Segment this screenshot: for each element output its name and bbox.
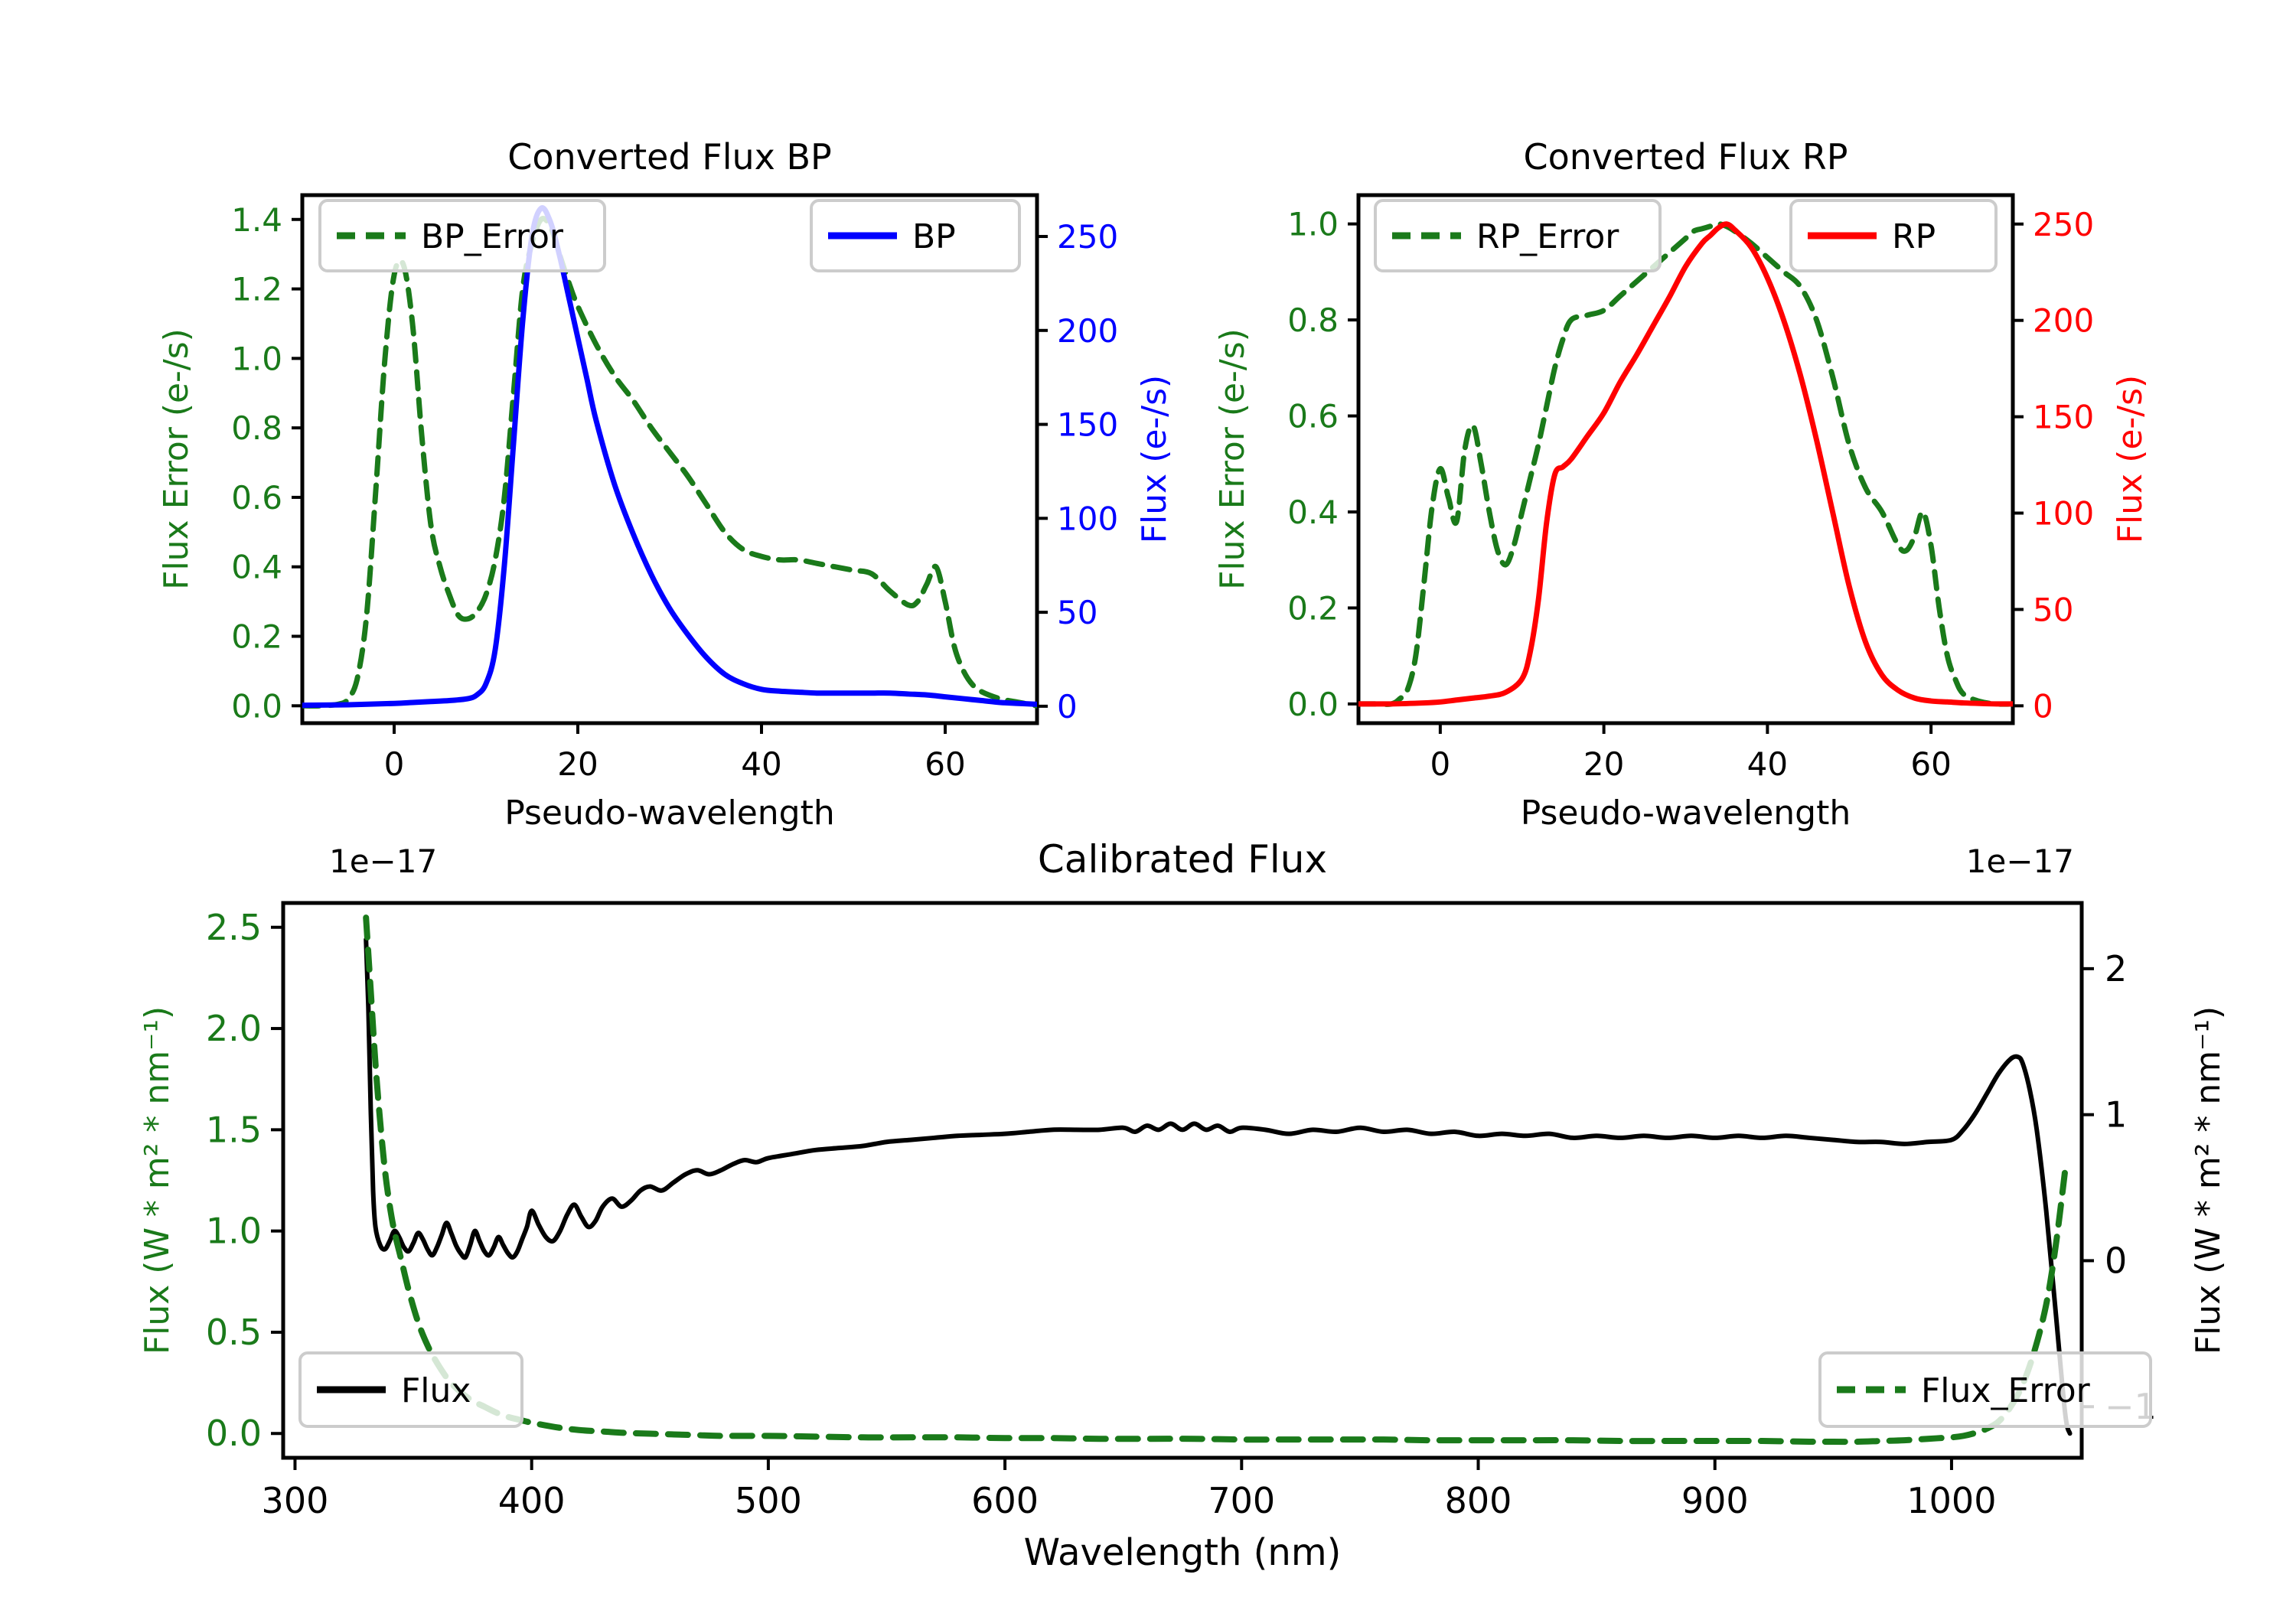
bp-series-bp	[302, 205, 1037, 709]
cal-ytick-right-label: 0	[2105, 1240, 2127, 1281]
rp-series-rp	[1358, 221, 2013, 707]
rp-xtick-label: 0	[1430, 745, 1451, 783]
rp-ytick-left-label: 0.8	[1287, 302, 1339, 339]
bp-legend-flux-box	[810, 199, 1021, 272]
cal-offset-left: 1e−17	[329, 843, 437, 880]
bp-xtick-label: 20	[557, 745, 598, 783]
bp-ytick-left-label: 1.4	[231, 201, 282, 239]
rp-ylabel-left: Flux Error (e-/s)	[1213, 328, 1252, 590]
cal-ytick-left-label: 0.0	[206, 1413, 262, 1454]
cal-xtick-label: 800	[1445, 1480, 1512, 1521]
bp-xtick-label: 60	[925, 745, 965, 783]
cal-xtick-label: 1000	[1906, 1480, 1996, 1521]
rp-ytick-right-label: 100	[2033, 495, 2094, 533]
cal-ytick-left-label: 1.5	[206, 1109, 262, 1150]
cal-ytick-left-label: 0.5	[206, 1312, 262, 1353]
rp-axes-frame	[1356, 193, 2015, 725]
bp-ytick-right-label: 250	[1057, 218, 1118, 256]
rp-ytick-left-label: 0.6	[1287, 398, 1339, 435]
rp-legend-error-box	[1374, 199, 1662, 272]
bp-series-bp-error	[302, 216, 1037, 709]
rp-ytick-right-label: 0	[2033, 687, 2053, 725]
rp-ytick-left-label: 0.2	[1287, 589, 1339, 627]
cal-axes-frame	[281, 901, 2084, 1460]
rp-ytick-left-label: 0.0	[1287, 686, 1339, 723]
cal-xtick-label: 500	[735, 1480, 802, 1521]
cal-xtick-label: 400	[498, 1480, 566, 1521]
cal-series-flux-error	[363, 914, 2069, 1446]
bp-ytick-left-label: 0.0	[231, 687, 282, 725]
cal-xtick-label: 600	[971, 1480, 1039, 1521]
cal-legend-error-label: Flux_Error	[1921, 1371, 2091, 1410]
bp-ytick-left-label: 1.0	[231, 340, 282, 377]
cal-legend-error-box	[1818, 1351, 2152, 1428]
rp-legend-flux-label: RP	[1892, 217, 1936, 256]
rp-xtick-label: 20	[1583, 745, 1624, 783]
bp-ytick-left-label: 1.2	[231, 271, 282, 308]
bp-ytick-left-label: 0.2	[231, 618, 282, 656]
bp-ylabel-right: Flux (e-/s)	[1135, 375, 1174, 543]
rp-xtick-label: 60	[1910, 745, 1951, 783]
rp-ytick-right-label: 150	[2033, 399, 2094, 436]
rp-ytick-left-label: 0.4	[1287, 494, 1339, 531]
bp-ytick-right-label: 200	[1057, 312, 1118, 350]
rp-legend-flux-box	[1789, 199, 1998, 272]
rp-legend-error-label: RP_Error	[1476, 217, 1619, 256]
bp-axes-frame	[300, 193, 1039, 725]
cal-title: Calibrated Flux	[1038, 837, 1327, 882]
cal-offset-right: 1e−17	[1966, 843, 2074, 880]
rp-series-rp-error	[1358, 221, 2013, 707]
cal-series-flux	[364, 937, 2073, 1436]
cal-ytick-left-label: 2.5	[206, 907, 262, 948]
cal-xlabel: Wavelength (nm)	[1024, 1531, 1342, 1574]
cal-ytick-right-label: 2	[2105, 948, 2127, 989]
rp-ytick-left-label: 1.0	[1287, 206, 1339, 243]
bp-title: Converted Flux BP	[507, 136, 832, 178]
bp-ytick-right-label: 50	[1057, 594, 1097, 631]
bp-xtick-label: 0	[384, 745, 405, 783]
bp-legend-error-box	[318, 199, 606, 272]
rp-xtick-label: 40	[1747, 745, 1788, 783]
cal-ylabel-right: Flux (W * m² * nm⁻¹)	[2189, 1006, 2228, 1354]
rp-ytick-right-label: 200	[2033, 302, 2094, 340]
bp-ytick-left-label: 0.4	[231, 549, 282, 586]
cal-ytick-left-label: 2.0	[206, 1008, 262, 1049]
cal-ytick-right-label: 1	[2105, 1094, 2127, 1136]
bp-legend-flux-label: BP	[912, 217, 956, 256]
cal-xtick-label: 700	[1208, 1480, 1275, 1521]
cal-legend-flux-box	[298, 1351, 523, 1428]
rp-title: Converted Flux RP	[1524, 136, 1848, 178]
bp-xtick-label: 40	[741, 745, 781, 783]
rp-ytick-right-label: 250	[2033, 206, 2094, 243]
cal-ytick-left-label: 1.0	[206, 1211, 262, 1252]
bp-ytick-right-label: 0	[1057, 688, 1078, 725]
cal-xtick-label: 900	[1681, 1480, 1749, 1521]
bp-ytick-left-label: 0.6	[231, 479, 282, 517]
bp-legend-error-label: BP_Error	[421, 217, 564, 256]
cal-ylabel-left: Flux (W * m² * nm⁻¹)	[138, 1006, 177, 1354]
rp-xlabel: Pseudo-wavelength	[1521, 794, 1851, 833]
cal-xtick-label: 300	[262, 1480, 329, 1521]
bp-ytick-right-label: 150	[1057, 406, 1118, 444]
rp-ytick-right-label: 50	[2033, 591, 2073, 628]
cal-legend-flux-label: Flux	[401, 1371, 471, 1410]
rp-ylabel-right: Flux (e-/s)	[2111, 375, 2150, 543]
bp-ytick-right-label: 100	[1057, 500, 1118, 537]
bp-ylabel-left: Flux Error (e-/s)	[157, 328, 196, 590]
bp-ytick-left-label: 0.8	[231, 409, 282, 447]
bp-xlabel: Pseudo-wavelength	[504, 794, 835, 833]
